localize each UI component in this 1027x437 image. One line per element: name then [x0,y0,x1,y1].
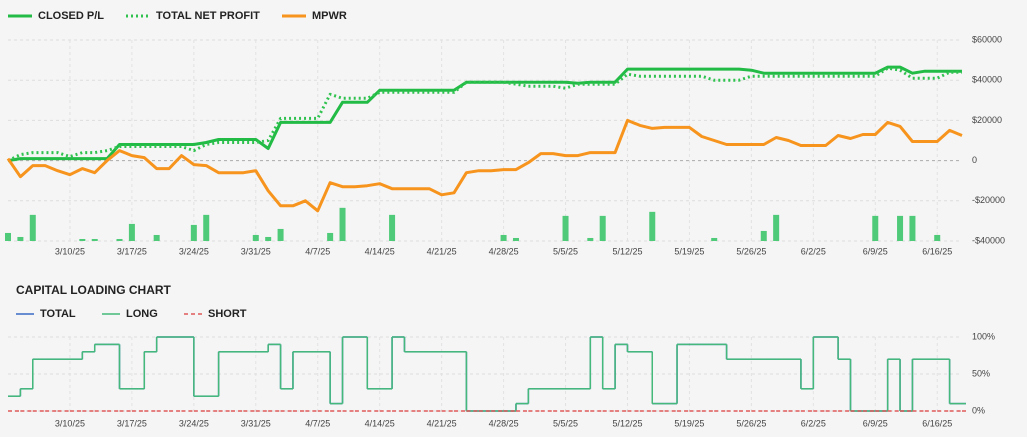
x-tick-label: 6/16/25 [922,246,952,256]
x-tick-label: 5/5/25 [553,418,578,428]
x-tick-label: 3/31/25 [241,246,271,256]
x-tick-label: 5/26/25 [736,246,766,256]
y-tick-label: $20000 [972,115,1002,125]
x-tick-label: 3/17/25 [117,418,147,428]
x-tick-label: 4/7/25 [305,246,330,256]
x-tick-label: 3/24/25 [179,246,209,256]
x-tick-label: 3/10/25 [55,246,85,256]
bar [116,238,123,241]
bar [79,238,86,241]
x-tick-label: 5/12/25 [612,418,642,428]
y-tick-label: $40000 [972,75,1002,85]
bar [153,234,160,241]
bar [599,215,606,241]
bar [711,237,718,241]
x-tick-label: 4/14/25 [365,246,395,256]
y-tick-label: 50% [972,368,990,378]
bar [909,215,916,241]
x-tick-label: 3/24/25 [179,418,209,428]
bar [265,236,272,241]
legend-label: SHORT [208,308,247,320]
x-tick-label: 4/28/25 [489,246,519,256]
x-tick-label: 5/26/25 [736,418,766,428]
bar [562,215,569,241]
bar [773,214,780,241]
legend-label: TOTAL [40,308,76,320]
y-tick-label: $60000 [972,34,1002,44]
x-tick-label: 4/21/25 [427,418,457,428]
bar [203,214,210,241]
y-tick-label: 0 [972,155,977,165]
bar [512,237,519,241]
x-tick-label: 3/17/25 [117,246,147,256]
x-tick-label: 6/2/25 [801,418,826,428]
bar [277,228,284,241]
x-tick-label: 6/2/25 [801,246,826,256]
bar [252,234,259,241]
x-tick-label: 5/12/25 [612,246,642,256]
bar [91,238,98,241]
chart-title: CAPITAL LOADING CHART [16,283,172,297]
bar [649,211,656,241]
x-tick-label: 4/7/25 [305,418,330,428]
bar [897,215,904,241]
y-tick-label: -$40000 [972,235,1005,245]
bar [29,214,36,241]
y-tick-label: 0% [972,405,985,415]
legend-label: TOTAL NET PROFIT [156,10,260,22]
x-tick-label: 6/9/25 [863,418,888,428]
x-tick-label: 6/16/25 [922,418,952,428]
bar [760,230,767,241]
bar [339,207,346,241]
bar [5,232,11,241]
legend-label: MPWR [312,10,347,22]
bar [17,236,24,241]
x-tick-label: 3/31/25 [241,418,271,428]
series-line [7,66,962,162]
bar [190,224,197,241]
bar [500,234,507,241]
legend-label: LONG [126,308,158,320]
bar [587,237,594,241]
x-tick-label: 4/14/25 [365,418,395,428]
legend-label: CLOSED P/L [38,10,104,22]
x-tick-label: 4/21/25 [427,246,457,256]
x-tick-label: 3/10/25 [55,418,85,428]
bar [389,214,396,241]
bar [327,232,334,241]
bar [872,215,879,241]
series-line [6,118,963,213]
y-tick-label: -$20000 [972,195,1005,205]
x-tick-label: 5/19/25 [674,246,704,256]
x-tick-label: 4/28/25 [489,418,519,428]
x-tick-label: 5/19/25 [674,418,704,428]
y-tick-label: 100% [972,331,995,341]
x-tick-label: 5/5/25 [553,246,578,256]
bar [128,223,135,241]
bar [934,234,941,241]
x-tick-label: 6/9/25 [863,246,888,256]
